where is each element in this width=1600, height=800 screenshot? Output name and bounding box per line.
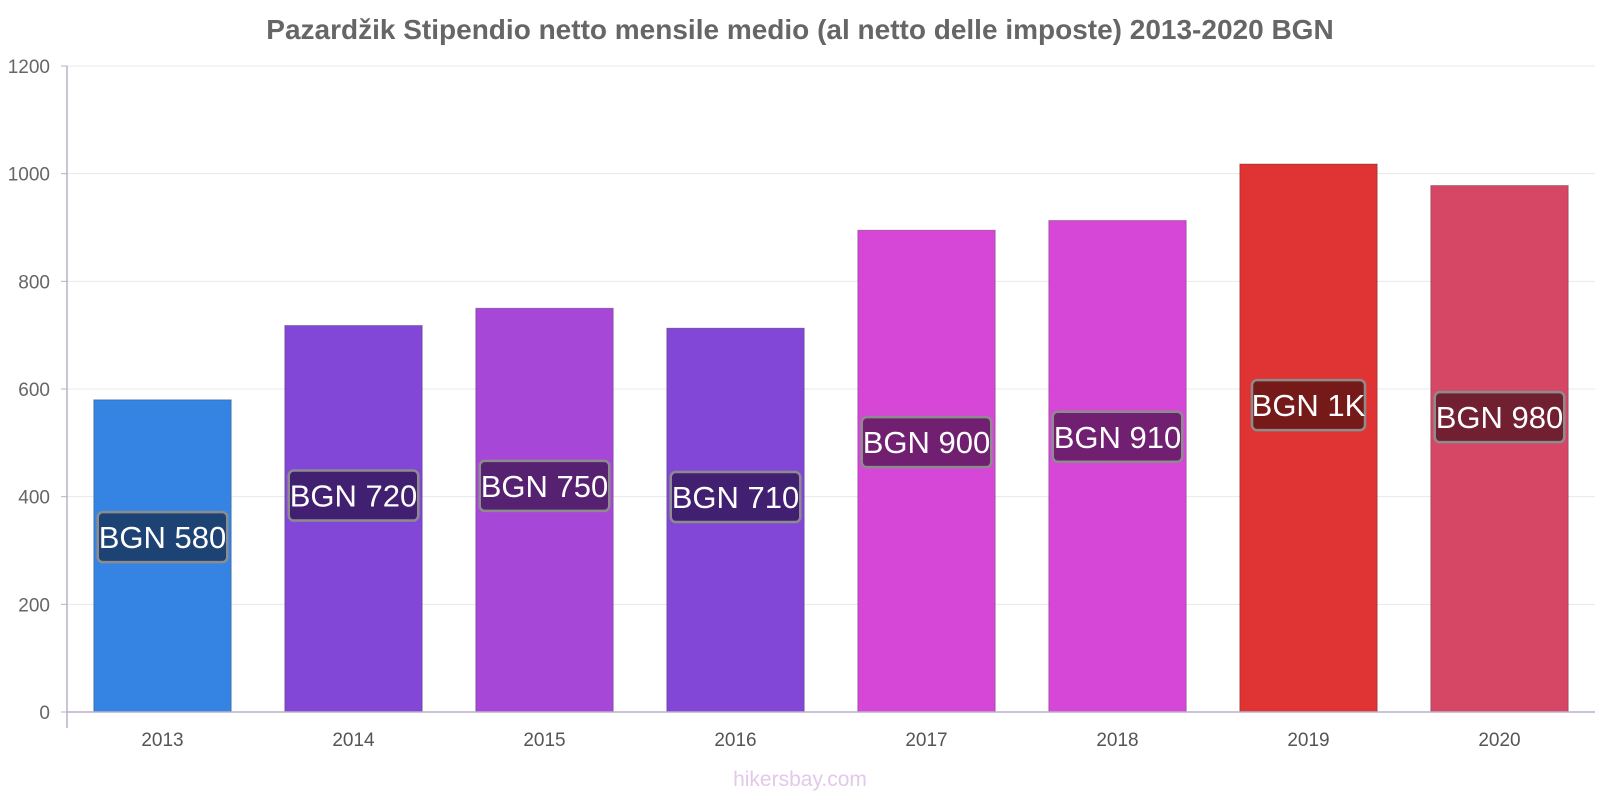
bars xyxy=(93,163,1569,713)
data-label-2017: BGN 900 xyxy=(860,415,993,469)
x-tick-label: 2014 xyxy=(332,730,375,751)
watermark: hikersbay.com xyxy=(733,768,867,791)
data-label-text: BGN 980 xyxy=(1436,400,1564,435)
x-tick-label: 2018 xyxy=(1096,730,1138,751)
x-axis: 2013 2014 2015 2016 2017 2018 2019 2020 xyxy=(67,711,1595,751)
y-tick-label: 600 xyxy=(18,380,50,401)
data-label-box xyxy=(860,415,993,469)
data-label-box xyxy=(478,459,611,513)
chart-title: Pazardžik Stipendio netto mensile medio … xyxy=(266,14,1334,45)
x-tick-label: 2020 xyxy=(1478,730,1520,751)
y-tick-label: 1000 xyxy=(8,165,50,186)
y-axis: 0 200 400 600 800 1000 1200 xyxy=(8,57,68,728)
y-tick-label: 400 xyxy=(18,488,50,509)
data-label-box xyxy=(287,469,420,522)
data-label-2014: BGN 720 xyxy=(287,469,420,522)
data-label-box xyxy=(1051,410,1184,464)
data-label-2019: BGN 1K xyxy=(1250,378,1367,432)
x-tick-label: 2017 xyxy=(905,730,947,751)
bar-2020 xyxy=(1430,185,1569,713)
y-tick-label: 200 xyxy=(18,595,50,616)
data-label-text: BGN 750 xyxy=(481,469,609,504)
data-label-2016: BGN 710 xyxy=(669,470,802,524)
data-label-2020: BGN 980 xyxy=(1433,390,1566,444)
data-label-text: BGN 900 xyxy=(863,425,991,460)
data-label-box xyxy=(1433,390,1566,444)
x-tick-label: 2015 xyxy=(523,730,565,751)
bar-2019 xyxy=(1239,163,1378,713)
data-labels: BGN 580 BGN 720 BGN 750 BGN 710 BGN 900 BGN 9… xyxy=(96,378,1566,564)
data-label-2013: BGN 580 xyxy=(96,510,229,564)
y-tick-label: 800 xyxy=(18,272,50,293)
x-tick-label: 2016 xyxy=(714,730,756,751)
bar-2017 xyxy=(857,229,996,713)
data-label-2015: BGN 750 xyxy=(478,459,611,513)
y-tick-label: 0 xyxy=(39,703,50,724)
data-label-box xyxy=(669,470,802,524)
data-label-text: BGN 710 xyxy=(672,480,800,515)
data-label-text: BGN 910 xyxy=(1054,420,1182,455)
data-label-box xyxy=(96,510,229,564)
data-label-text: BGN 720 xyxy=(290,479,418,514)
data-label-2018: BGN 910 xyxy=(1051,410,1184,464)
data-label-box xyxy=(1250,378,1367,432)
y-tick-label: 1200 xyxy=(8,57,50,78)
bar-2018 xyxy=(1048,220,1187,713)
data-label-text: BGN 580 xyxy=(99,520,227,555)
x-tick-label: 2019 xyxy=(1287,730,1329,751)
x-tick-label: 2013 xyxy=(141,730,183,751)
data-label-text: BGN 1K xyxy=(1252,388,1366,423)
